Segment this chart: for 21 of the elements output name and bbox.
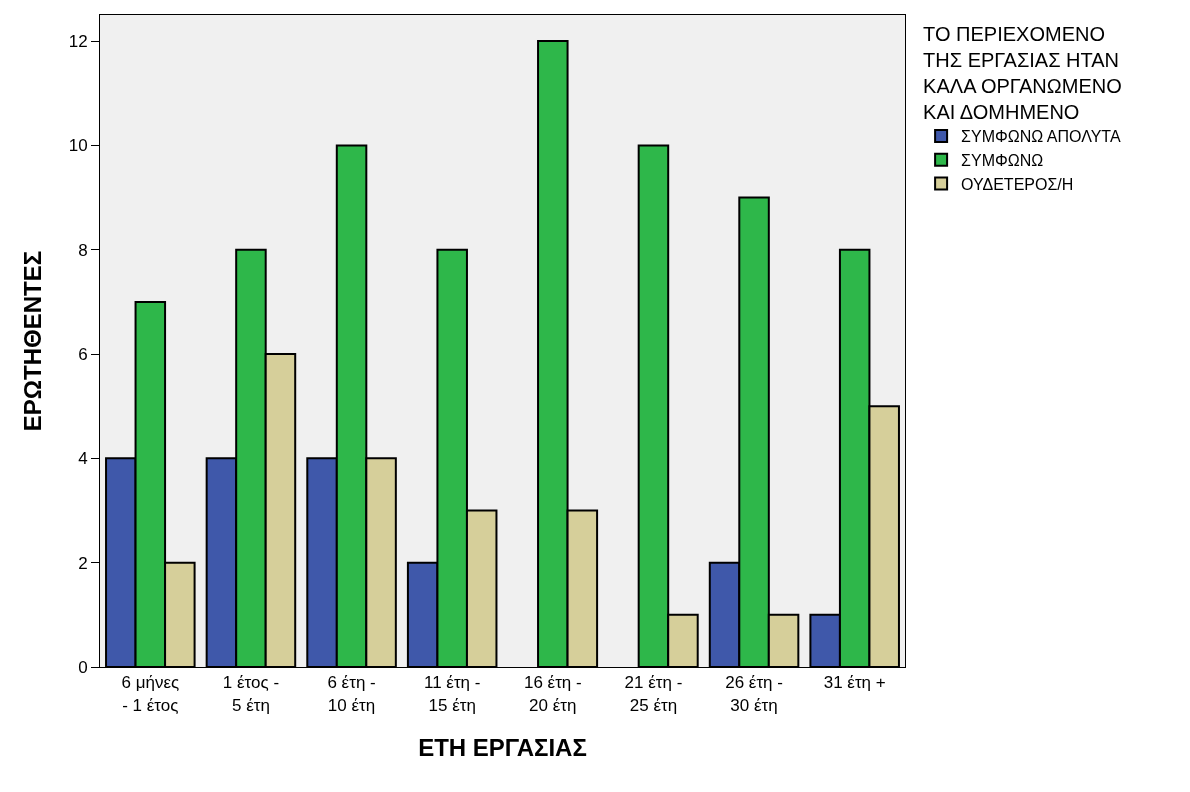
y-tick-label: 10 <box>68 136 88 156</box>
y-tick-label: 12 <box>68 32 88 52</box>
y-tick-label: 4 <box>78 449 88 469</box>
x-tick-label: 6 μήνες - 1 έτος <box>121 673 180 715</box>
y-axis-title: ΕΡΩΤΗΘΕΝΤΕΣ <box>18 250 46 432</box>
x-tick-label: 21 έτη - 25 έτη <box>624 673 683 715</box>
x-tick-label: 16 έτη - 20 έτη <box>523 673 582 715</box>
x-tick-label: 6 έτη - 10 έτη <box>327 673 376 715</box>
x-tick-label: 31 έτη + <box>823 673 886 693</box>
x-tick-label: 11 έτη - 15 έτη <box>423 673 481 715</box>
y-tick-label: 6 <box>78 344 88 364</box>
y-tick-label: 8 <box>78 240 88 260</box>
legend-title: ΤΟ ΠΕΡΙΕΧΟΜΕΝΟ ΤΗΣ ΕΡΓΑΣΙΑΣ ΗΤΑΝ ΚΑΛΑ ΟΡΓΑΝΩΜΕΝΟ ΚΑΙ ΔΟΜΗΜΕΝΟ <box>923 23 1122 123</box>
legend-label: ΣΥΜΦΩΝΩ <box>961 151 1044 169</box>
x-tick-label: 26 έτη - 30 έτη <box>725 673 783 715</box>
x-tick-label: 1 έτος - 5 έτη <box>222 673 280 715</box>
y-tick-label: 2 <box>78 553 88 573</box>
x-axis-title: ΕΤΗ ΕΡΓΑΣΙΑΣ <box>418 733 587 761</box>
y-tick-label: 0 <box>78 657 88 677</box>
legend-label: ΣΥΜΦΩΝΩ ΑΠΟΛΥΤΑ <box>961 128 1121 146</box>
legend-label: ΟΥΔΕΤΕΡΟΣ/Η <box>961 175 1074 193</box>
